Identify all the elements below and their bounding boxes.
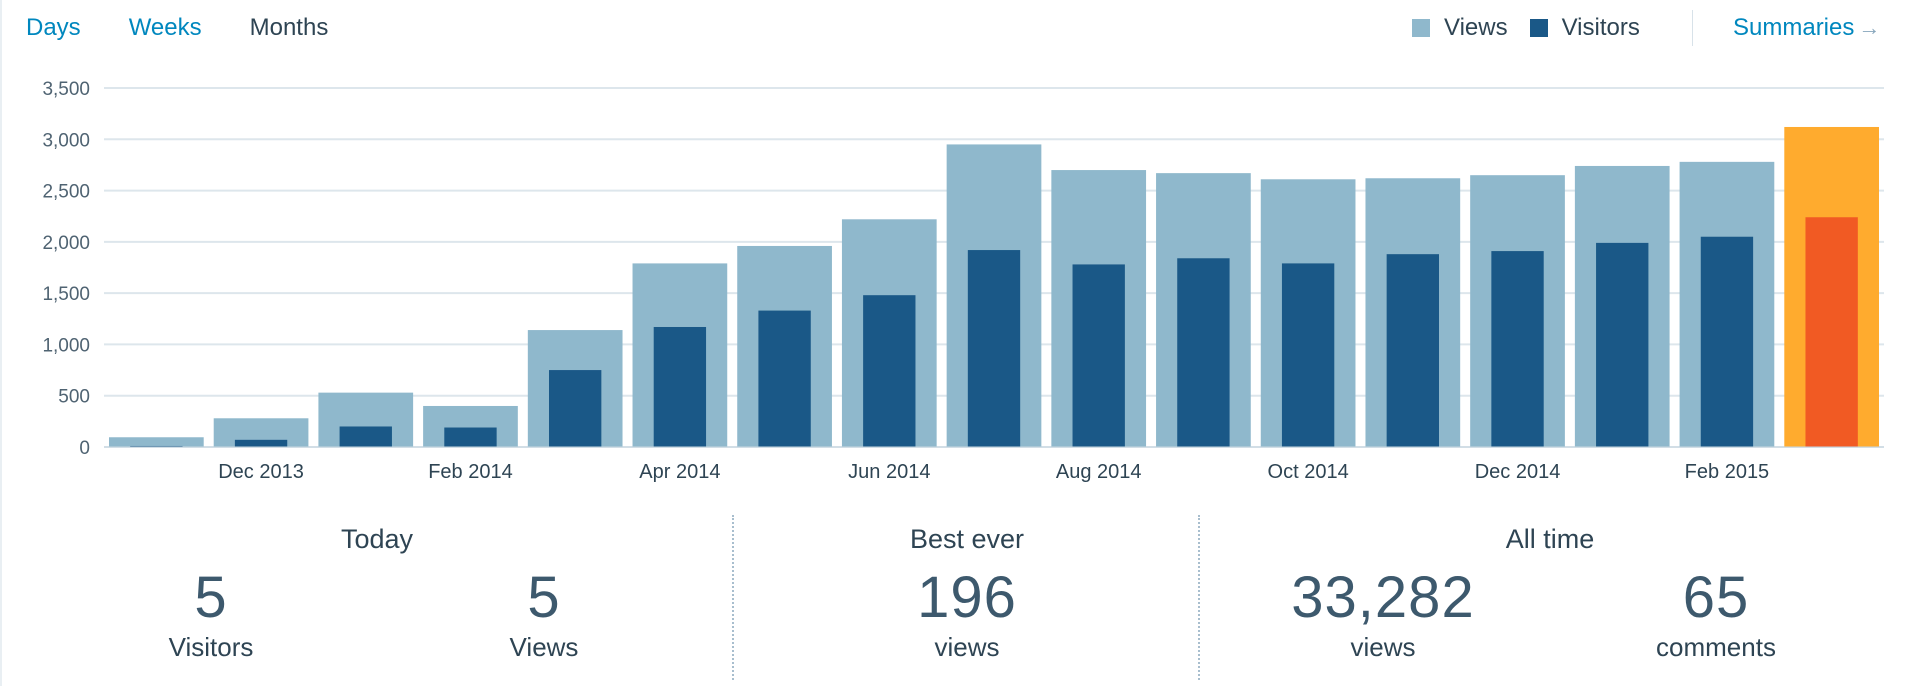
bar-visitors[interactable] — [549, 370, 602, 447]
x-axis-ticks: Dec 2013 Feb 2014 Apr 2014 Jun 2014 Aug 2014… — [104, 446, 1884, 483]
today-views-label: Views — [509, 632, 579, 662]
tab-weeks[interactable]: Weeks — [128, 14, 202, 41]
bar-visitors[interactable] — [967, 250, 1021, 447]
legend-divider — [1692, 10, 1693, 46]
bar-visitors[interactable] — [1177, 258, 1230, 447]
stats-summary: Today 5 Visitors 5 Views Best ever 196 v… — [0, 510, 1912, 686]
y-tick-label: 3,000 — [42, 130, 90, 151]
x-tick-label: Oct 2014 — [1268, 461, 1349, 483]
bar-visitors[interactable] — [653, 326, 707, 447]
today-visitors-value: 5 — [194, 565, 228, 630]
best-ever-heading: Best ever — [909, 524, 1025, 554]
x-tick-label: Dec 2014 — [1475, 461, 1561, 483]
bar-visitors[interactable] — [339, 426, 392, 447]
today-heading: Today — [340, 524, 414, 554]
today-views-value: 5 — [527, 565, 561, 630]
bar-visitors[interactable] — [1386, 254, 1439, 447]
bar-views[interactable] — [109, 437, 204, 447]
bar-visitors[interactable] — [1805, 217, 1858, 447]
summaries-link[interactable]: Summaries → — [1733, 8, 1880, 48]
bar-visitors[interactable] — [130, 445, 183, 447]
x-tick-label: Feb 2015 — [1685, 461, 1770, 483]
y-tick-label: 1,500 — [42, 284, 90, 305]
all-time-views-label: views — [1350, 632, 1416, 662]
summaries-label: Summaries — [1733, 14, 1855, 41]
bars — [109, 126, 1879, 448]
x-tick-label: Aug 2014 — [1056, 461, 1142, 483]
bar-visitors[interactable] — [1072, 264, 1125, 447]
bar-visitors[interactable] — [1700, 236, 1754, 447]
arrow-right-icon: → — [1858, 15, 1881, 40]
y-tick-label: 2,500 — [42, 182, 90, 203]
x-tick-label: Feb 2014 — [428, 461, 513, 483]
x-tick-label: Dec 2013 — [218, 461, 304, 483]
legend-item-visitors[interactable]: Visitors — [1529, 14, 1640, 42]
bar-visitors[interactable] — [444, 427, 497, 447]
tab-days[interactable]: Days — [26, 14, 81, 41]
all-time-heading: All time — [1505, 524, 1595, 554]
bar-visitors[interactable] — [863, 295, 916, 447]
chart-legend: Views Visitors — [1412, 8, 1662, 48]
today-visitors-label: Visitors — [168, 632, 254, 662]
period-tabs: Days Weeks Months — [26, 8, 328, 48]
bar-visitors[interactable] — [1596, 242, 1649, 447]
bar-visitors[interactable] — [234, 439, 288, 447]
x-tick-label: Jun 2014 — [848, 461, 930, 483]
stat-divider — [1198, 515, 1200, 680]
y-tick-label: 0 — [79, 438, 90, 459]
y-tick-label: 2,000 — [42, 233, 90, 254]
left-border — [0, 0, 2, 686]
y-axis-ticks: 0 500 1,000 1,500 2,000 2,500 3,000 3,500 — [42, 79, 90, 459]
monthly-bar-chart: 0 500 1,000 1,500 2,000 2,500 3,000 3,500 Dec 2… — [42, 79, 1884, 483]
all-time-views-value: 33,282 — [1291, 565, 1475, 630]
bar-visitors[interactable] — [758, 310, 811, 447]
legend-item-views[interactable]: Views — [1412, 14, 1508, 42]
bar-visitors[interactable] — [1491, 251, 1544, 447]
bar-visitors[interactable] — [1281, 263, 1335, 447]
stat-divider — [732, 515, 734, 680]
all-time-comments-value: 65 — [1682, 565, 1750, 630]
y-tick-label: 1,000 — [42, 335, 90, 356]
all-time-comments-label: comments — [1656, 632, 1776, 662]
tab-months[interactable]: Months — [249, 14, 329, 41]
legend-label-views: Views — [1444, 14, 1508, 41]
visitors-swatch — [1529, 19, 1548, 37]
views-swatch — [1412, 19, 1430, 37]
best-ever-value: 196 — [917, 565, 1017, 630]
best-ever-label: views — [934, 632, 1000, 662]
y-tick-label: 500 — [58, 387, 90, 408]
legend-label-visitors: Visitors — [1561, 14, 1640, 41]
x-tick-label: Apr 2014 — [639, 461, 720, 483]
y-tick-label: 3,500 — [42, 79, 90, 100]
